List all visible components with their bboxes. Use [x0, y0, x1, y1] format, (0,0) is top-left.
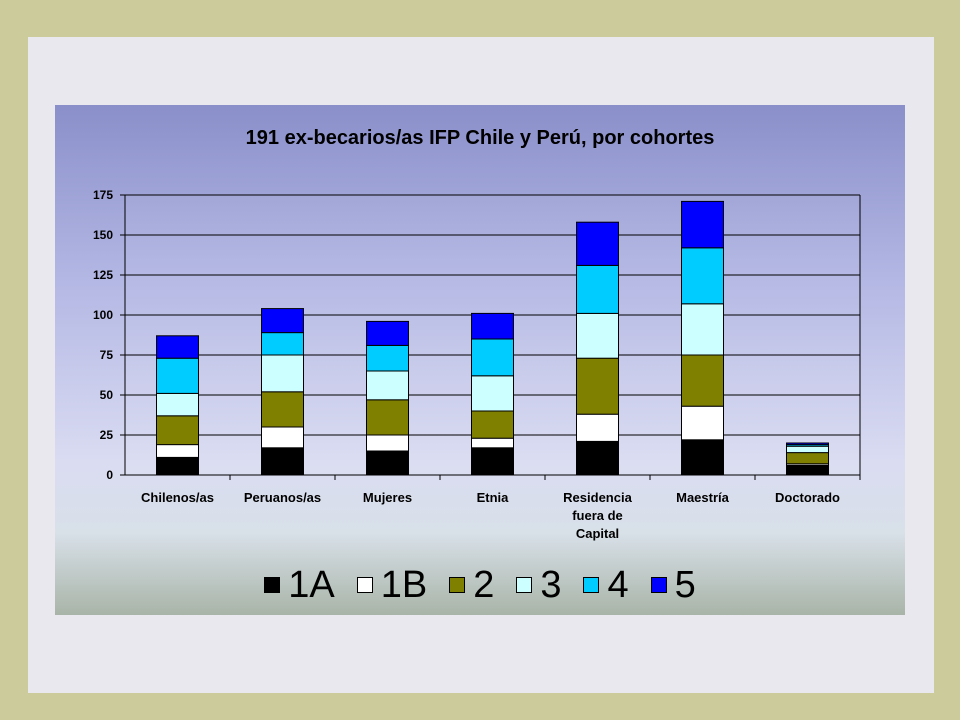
legend-label: 1B	[380, 564, 428, 606]
bar-segment-4	[261, 332, 304, 356]
bar-segment-1A	[681, 439, 724, 476]
bar-segment-3	[471, 375, 514, 412]
bar-segment-1B	[156, 444, 199, 458]
bar-segment-1A	[471, 447, 514, 476]
bar-segment-1B	[261, 426, 304, 449]
bar-segment-3	[786, 445, 829, 454]
bar-segment-2	[471, 410, 514, 439]
bar-segment-2	[786, 452, 829, 465]
bar-segment-2	[681, 354, 724, 407]
bar-segment-1A	[576, 440, 619, 476]
x-tick-label: Capital	[576, 526, 619, 541]
legend-label: 4	[607, 564, 629, 606]
bar-chart-plot: 0 25 50 75 100 125 150 175 Chilenos/as Peruanos/a…	[93, 188, 861, 541]
chart-legend: 1A 1B 2 3 4 5	[55, 563, 905, 607]
x-tick-label: Peruanos/as	[244, 490, 321, 505]
y-tick-label: 125	[93, 268, 113, 282]
bar-segment-5	[471, 312, 514, 340]
legend-swatch	[516, 577, 533, 593]
bar-segment-5	[681, 200, 724, 249]
x-tick-label: Maestría	[676, 490, 730, 505]
legend-swatch	[650, 577, 667, 593]
x-tick-label: Etnia	[477, 490, 510, 505]
y-tick-label: 0	[106, 468, 113, 482]
bar-segment-5	[261, 308, 304, 334]
y-tick-label: 50	[100, 388, 114, 402]
bar-segment-4	[576, 264, 619, 314]
legend-item: 4	[583, 564, 629, 606]
bar-segment-3	[576, 312, 619, 359]
bar-segment-1A	[156, 456, 199, 476]
x-tick-label: Chilenos/as	[141, 490, 214, 505]
bar-segment-1A	[786, 464, 829, 476]
bar-segment-1B	[576, 413, 619, 442]
legend-item: 5	[650, 564, 696, 606]
bar-segment-5	[366, 320, 409, 346]
x-tick-label: fuera de	[572, 508, 623, 523]
bar-segment-5	[156, 335, 199, 359]
bar-segment-1B	[471, 437, 514, 449]
legend-label: 1A	[288, 564, 335, 606]
chart-title: 191 ex-becarios/as IFP Chile y Perú, por…	[245, 127, 715, 149]
chart-area: 191 ex-becarios/as IFP Chile y Perú, por…	[55, 105, 905, 615]
bar-segment-1A	[366, 450, 409, 476]
x-tick-label: Doctorado	[775, 490, 840, 505]
legend-label: 5	[674, 564, 696, 606]
bar-segment-2	[576, 357, 619, 415]
legend-item: 1B	[356, 564, 428, 606]
bar-segment-3	[156, 392, 199, 417]
x-tick-label: Residencia	[563, 490, 632, 505]
legend-swatch	[449, 577, 466, 593]
bar-segment-5	[576, 221, 619, 266]
y-tick-label: 175	[93, 188, 113, 202]
bar-segment-2	[366, 399, 409, 436]
y-tick-label: 25	[100, 428, 114, 442]
legend-label: 2	[473, 564, 495, 606]
legend-swatch	[264, 577, 281, 593]
legend-swatch	[583, 577, 600, 593]
bar-segment-4	[156, 357, 199, 394]
bar-segment-2	[156, 415, 199, 446]
bar-segment-2	[261, 391, 304, 428]
bar-segment-4	[471, 338, 514, 377]
bar-segment-3	[366, 370, 409, 401]
y-tick-label: 150	[93, 228, 113, 242]
legend-item: 1A	[264, 564, 335, 606]
bar-segment-1B	[366, 434, 409, 452]
bar-segment-3	[681, 303, 724, 356]
bar-segment-3	[261, 354, 304, 393]
legend-label: 3	[540, 564, 562, 606]
legend-swatch	[356, 577, 373, 593]
bar-segment-5	[786, 442, 829, 446]
legend-item: 2	[449, 566, 494, 604]
y-tick-label: 75	[100, 348, 114, 362]
x-tick-label: Mujeres	[363, 490, 412, 505]
y-tick-label: 100	[93, 308, 113, 322]
bar-segment-4	[366, 344, 409, 372]
bar-segment-1A	[261, 447, 304, 476]
bar-segment-1B	[681, 405, 724, 441]
bar-segment-4	[681, 247, 724, 305]
legend-item: 3	[516, 566, 561, 604]
